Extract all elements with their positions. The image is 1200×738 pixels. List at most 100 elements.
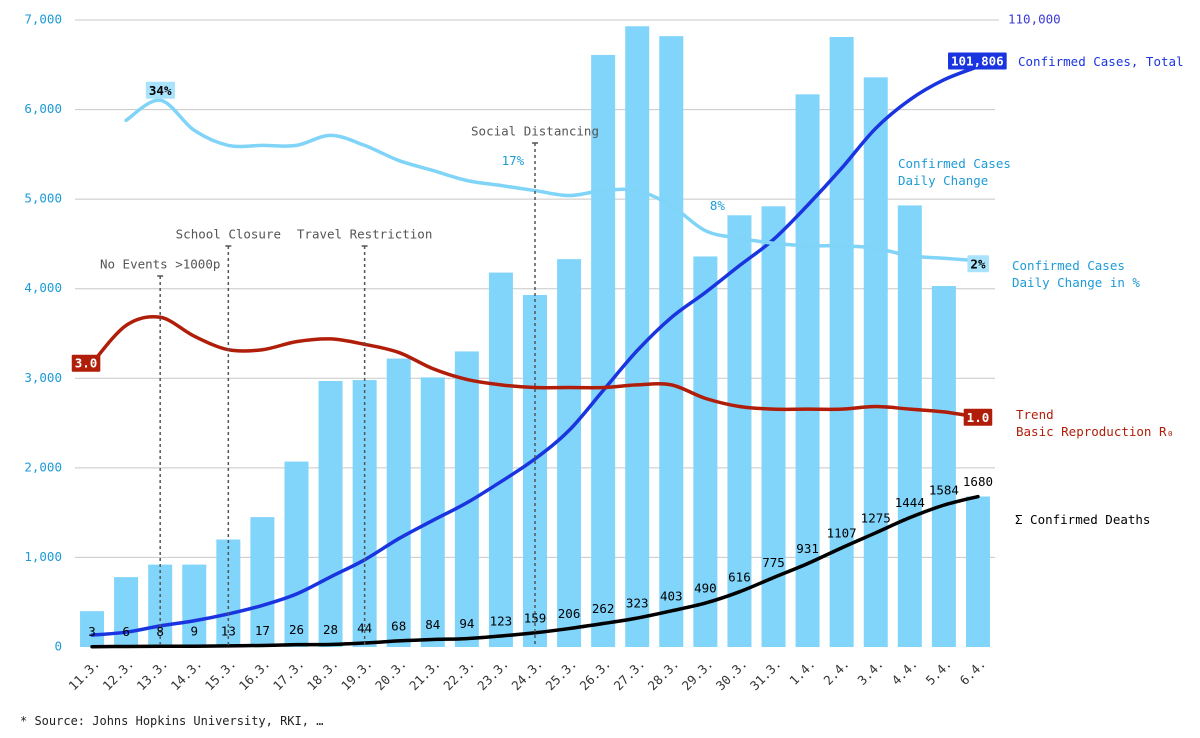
y-tick-label: 3,000: [24, 370, 62, 385]
x-tick-label: 26.3.: [577, 656, 614, 693]
y-tick-label: 6,000: [24, 101, 62, 116]
x-tick-label: 18.3.: [304, 656, 341, 693]
bar: [216, 539, 241, 647]
x-tick-label: 3.4.: [854, 656, 886, 688]
death-label: 8: [156, 624, 164, 639]
pct-label: 8%: [710, 198, 726, 213]
legend-pct: Confirmed Cases Daily Change in %: [1012, 258, 1140, 290]
bar: [250, 517, 275, 647]
r-label-group: 1.0: [963, 408, 993, 426]
death-label: 403: [660, 588, 683, 603]
x-tick-label: 6.4.: [957, 656, 989, 688]
annotation: School Closure: [176, 227, 281, 242]
legend-deaths: Σ Confirmed Deaths: [1015, 512, 1151, 527]
death-label: 94: [459, 616, 474, 631]
x-tick-label: 2.4.: [820, 656, 852, 688]
bar: [659, 36, 684, 647]
death-label: 1584: [929, 483, 959, 498]
death-label: 9: [190, 624, 198, 639]
y-tick-label: 2,000: [24, 459, 62, 474]
bar: [318, 380, 343, 647]
pct-label-box: [145, 81, 175, 99]
x-tick-label: 31.3.: [747, 656, 784, 693]
x-tick-label: 20.3.: [372, 656, 409, 693]
death-label: 262: [592, 601, 615, 616]
bar: [557, 259, 582, 647]
x-tick-label: 14.3.: [168, 656, 205, 693]
x-tick-label: 25.3.: [542, 656, 579, 693]
death-label: 3: [88, 624, 96, 639]
x-tick-label: 21.3.: [406, 656, 443, 693]
death-label: 323: [626, 596, 649, 611]
death-label: 68: [391, 618, 406, 633]
bar: [795, 94, 820, 647]
x-tick-label: 4.4.: [889, 656, 921, 688]
death-label: 1680: [963, 474, 993, 489]
legend-r: Trend Basic Reproduction R₀: [1016, 407, 1175, 439]
x-tick-label: 1.4.: [786, 656, 818, 688]
y2-tick-label: 110,000: [1008, 12, 1061, 27]
x-tick-label: 12.3.: [99, 656, 136, 693]
bar: [80, 611, 105, 647]
x-tick-label: 22.3.: [440, 656, 477, 693]
r-label-box: [963, 408, 993, 426]
death-label: 206: [558, 606, 581, 621]
bar: [897, 205, 922, 648]
bar: [965, 496, 990, 647]
annotation: No Events >1000p: [100, 257, 220, 272]
death-label: 44: [357, 621, 372, 636]
r-label-group: 3.0: [71, 354, 101, 372]
annotation: Social Distancing: [471, 124, 599, 139]
r-label: 1.0: [967, 410, 990, 425]
y-tick-label: 4,000: [24, 280, 62, 295]
x-tick-label: 30.3.: [713, 656, 750, 693]
total-label: 101,806: [951, 54, 1004, 69]
death-label: 931: [796, 541, 819, 556]
y-tick-label: 7,000: [24, 12, 62, 27]
legend-total: Confirmed Cases, Total: [1018, 54, 1184, 69]
bar: [829, 37, 854, 648]
line: [90, 64, 980, 637]
bar: [591, 54, 616, 647]
pct-label: 17%: [502, 153, 525, 168]
line: [124, 98, 980, 263]
death-label: 26: [289, 622, 304, 637]
death-label: 28: [323, 622, 338, 637]
x-tick-label: 16.3.: [236, 656, 273, 693]
legend-daily: Confirmed Cases Daily Change: [898, 156, 1011, 188]
r-label-box: [71, 354, 101, 372]
x-tick-label: 5.4.: [923, 656, 955, 688]
death-label: 490: [694, 581, 717, 596]
bar: [114, 577, 139, 647]
bar: [182, 564, 207, 647]
death-label: 123: [490, 613, 513, 628]
x-tick-label: 29.3.: [679, 656, 716, 693]
x-tick-label: 23.3.: [474, 656, 511, 693]
bar: [420, 377, 445, 647]
death-label: 1444: [895, 495, 925, 510]
total-label-group: 101,806: [948, 52, 1007, 70]
death-label: 159: [524, 610, 547, 625]
x-tick-label: 24.3.: [508, 656, 545, 693]
bar: [863, 77, 888, 648]
x-tick-label: 17.3.: [270, 656, 307, 693]
death-label: 1107: [827, 525, 857, 540]
x-tick-label: 28.3.: [645, 656, 682, 693]
pct-label-group: 34%: [145, 81, 175, 99]
pct-label: 34%: [149, 83, 172, 98]
source-note: * Source: Johns Hopkins University, RKI,…: [20, 714, 324, 728]
death-label: 13: [221, 623, 236, 638]
death-label: 84: [425, 617, 440, 632]
death-label: 17: [255, 623, 270, 638]
bar: [386, 358, 411, 647]
line: [90, 494, 980, 649]
x-tick-label: 27.3.: [611, 656, 648, 693]
y-tick-label: 5,000: [24, 191, 62, 206]
y-tick-label: 0: [54, 639, 62, 654]
death-label: 616: [728, 569, 751, 584]
x-tick-label: 15.3.: [202, 656, 239, 693]
total-label-box: [948, 52, 1007, 70]
annotation: Travel Restriction: [297, 227, 432, 242]
